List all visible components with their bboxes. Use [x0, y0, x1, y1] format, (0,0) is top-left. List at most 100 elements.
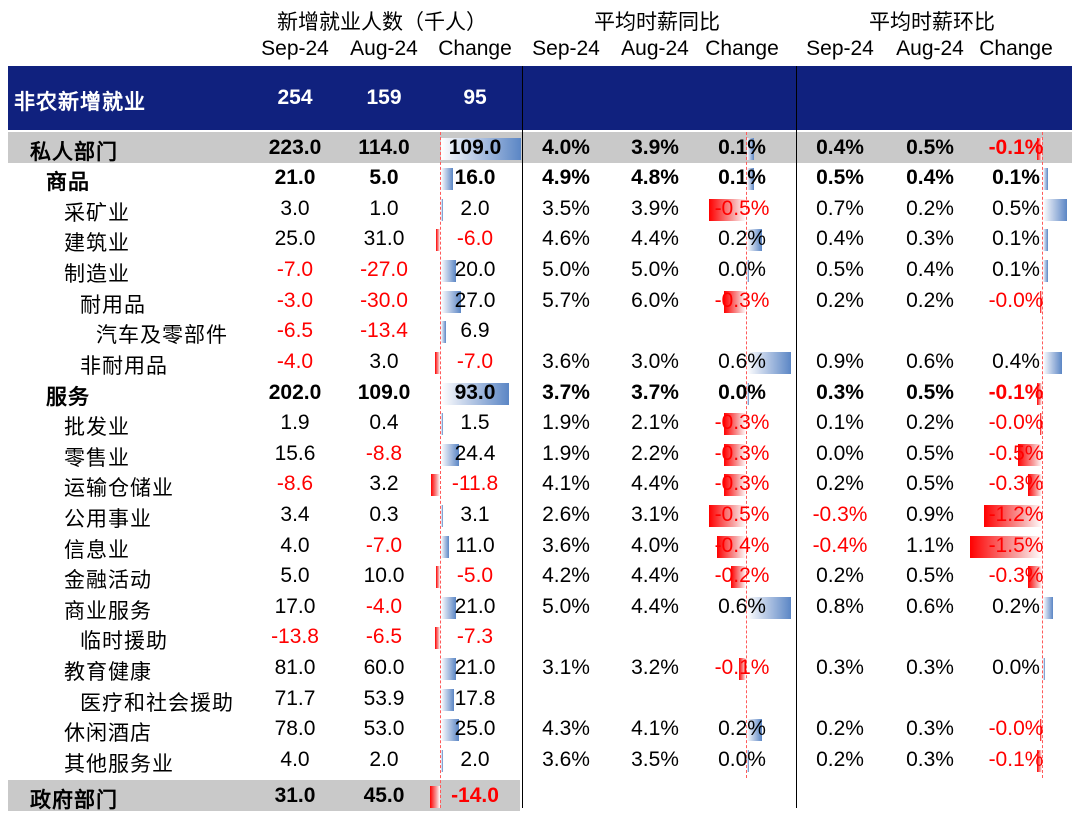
- table-cell: 0.2%: [816, 472, 864, 495]
- table-cell: 0.6%: [718, 350, 766, 373]
- table-cell: 0.3%: [816, 381, 864, 404]
- row-label: 临时援助: [80, 630, 168, 653]
- table-cell: -7.0: [276, 258, 314, 281]
- table-cell: -30.0: [360, 289, 408, 312]
- column-header: Change: [979, 37, 1053, 60]
- data-bar: [747, 719, 762, 741]
- data-bar: [984, 504, 1042, 527]
- data-bar: [441, 657, 457, 680]
- table-cell: 3.9%: [631, 136, 679, 159]
- table-cell: -0.5%: [714, 197, 770, 220]
- table-cell: 0.3%: [906, 717, 954, 740]
- data-bar: [441, 413, 443, 435]
- table-cell: -13.8: [271, 625, 319, 648]
- table-cell: 4.0%: [542, 136, 590, 159]
- data-bar: [441, 535, 450, 558]
- table-cell: 3.0: [280, 197, 310, 220]
- table-cell: 0.2%: [906, 411, 954, 434]
- table-cell: 16.0: [454, 166, 496, 189]
- table-cell: -0.3%: [988, 472, 1044, 495]
- data-bar: [1043, 229, 1048, 251]
- data-bar: [1040, 719, 1042, 741]
- table-cell: 11.0: [455, 534, 495, 557]
- table-cell: 53.9: [363, 687, 405, 710]
- table-cell: 5.0%: [542, 595, 590, 618]
- table-cell: 0.5%: [906, 564, 954, 587]
- table-cell: 25.0: [454, 717, 496, 740]
- table-cell: -7.0: [365, 534, 403, 557]
- table-cell: 31.0: [363, 227, 405, 250]
- table-cell: 78.0: [274, 717, 316, 740]
- table-cell: 0.5%: [816, 258, 864, 281]
- row-label: 政府部门: [30, 789, 118, 812]
- data-bar: [747, 351, 791, 374]
- table-cell: -27.0: [360, 258, 408, 281]
- table-cell: 0.4%: [992, 350, 1040, 373]
- table-cell: 5.0: [280, 564, 310, 587]
- table-cell: 0.6%: [718, 595, 766, 618]
- table-cell: -4.0: [276, 350, 314, 373]
- table-cell: 3.1%: [631, 503, 679, 526]
- data-bar: [747, 137, 755, 160]
- data-bar: [441, 321, 447, 343]
- table-cell: 5.0%: [631, 258, 679, 281]
- table-cell: 4.9%: [542, 166, 590, 189]
- header-band: [8, 66, 1072, 130]
- table-cell: 0.1%: [992, 227, 1040, 250]
- table-cell: 159: [366, 86, 402, 109]
- data-bar: [747, 749, 749, 772]
- table-cell: 0.1%: [992, 166, 1040, 189]
- table-cell: 81.0: [274, 656, 316, 679]
- table-cell: 3.2%: [631, 656, 679, 679]
- data-bar: [709, 198, 746, 221]
- table-cell: 45.0: [363, 784, 405, 807]
- table-cell: 60.0: [363, 656, 405, 679]
- bar-axis-1: [440, 132, 441, 808]
- table-cell: 0.5%: [906, 472, 954, 495]
- table-cell: 15.6: [274, 442, 316, 465]
- table-cell: 4.0: [280, 534, 310, 557]
- data-bar: [1027, 474, 1042, 496]
- data-bar: [738, 657, 746, 680]
- data-bar: [747, 229, 762, 251]
- data-bar: [441, 137, 521, 160]
- table-cell: 4.3%: [542, 717, 590, 740]
- table-cell: 0.2%: [992, 595, 1040, 618]
- column-header: Aug-24: [621, 37, 689, 60]
- table-cell: 254: [277, 86, 313, 109]
- data-bar: [724, 474, 746, 496]
- table-cell: -0.0%: [988, 411, 1044, 434]
- column-header: Sep-24: [261, 37, 329, 60]
- table-cell: 109.0: [448, 136, 502, 159]
- row-label: 运输仓储业: [64, 477, 174, 500]
- table-cell: 0.7%: [816, 197, 864, 220]
- data-bar: [724, 443, 746, 466]
- table-cell: 0.2%: [816, 564, 864, 587]
- table-cell: 4.4%: [631, 472, 679, 495]
- table-cell: 0.9%: [816, 350, 864, 373]
- table-cell: 5.0: [369, 166, 399, 189]
- table-cell: 0.0%: [816, 442, 864, 465]
- table-cell: 3.0%: [631, 350, 679, 373]
- row-label: 教育健康: [64, 661, 152, 684]
- table-cell: -0.2%: [714, 564, 770, 587]
- data-bar: [970, 535, 1042, 558]
- table-cell: 2.1%: [631, 411, 679, 434]
- table-cell: -0.3%: [714, 472, 770, 495]
- table-cell: 0.1%: [718, 166, 766, 189]
- table-cell: 114.0: [358, 136, 410, 159]
- table-cell: 6.9: [460, 319, 490, 342]
- table-cell: 3.7%: [542, 381, 590, 404]
- data-bar: [709, 504, 746, 527]
- table-cell: 0.5%: [816, 166, 864, 189]
- data-bar: [434, 351, 440, 374]
- table-cell: 0.1%: [718, 136, 766, 159]
- table-cell: -0.5%: [988, 442, 1044, 465]
- table-cell: -0.3%: [812, 503, 868, 526]
- table-cell: 1.9%: [542, 442, 590, 465]
- row-label: 休闲酒店: [64, 722, 152, 745]
- table-cell: -6.5: [365, 625, 403, 648]
- table-cell: -0.1%: [714, 656, 770, 679]
- table-cell: 0.5%: [906, 381, 954, 404]
- table-cell: 3.6%: [542, 534, 590, 557]
